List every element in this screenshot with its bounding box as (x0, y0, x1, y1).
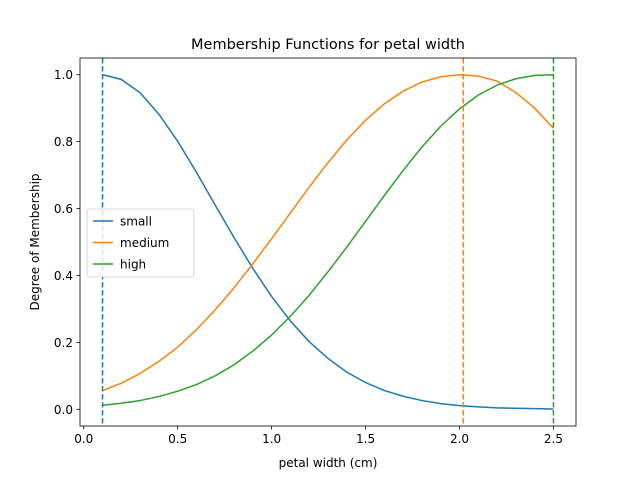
y-tick-label: 0.8 (54, 135, 73, 149)
series-line-small (102, 74, 554, 410)
y-tick-label: 0.6 (54, 202, 73, 216)
series-line-high (102, 73, 554, 407)
x-tick-label: 0.5 (168, 432, 187, 446)
legend-box (86, 208, 195, 278)
x-tick-label: 0.0 (74, 432, 93, 446)
x-tick-label: 1.0 (262, 432, 281, 446)
y-tick-label: 1.0 (54, 68, 73, 82)
legend-label-high: high (120, 257, 146, 271)
x-axis-label: petal width (cm) (279, 456, 378, 470)
chart-title: Membership Functions for petal width (191, 37, 465, 53)
plot-area: 0.0 0.5 1.0 1.5 2.0 2.5 0.0 0.2 0.4 0.6 0.8 1.0 smal… (54, 57, 577, 446)
legend-label-medium: medium (120, 236, 169, 250)
y-tick-label: 0.2 (54, 336, 73, 350)
y-tick-label: 0.0 (54, 403, 73, 417)
legend: small medium high (86, 208, 195, 278)
y-axis-label: Degree of Membership (28, 173, 42, 310)
series-line-medium (102, 73, 554, 392)
x-tick-label: 2.5 (544, 432, 563, 446)
x-tick-label: 1.5 (356, 432, 375, 446)
x-tick-label: 2.0 (450, 432, 469, 446)
legend-label-small: small (120, 214, 152, 228)
axes-frame (79, 57, 577, 427)
y-tick-label: 0.4 (54, 269, 73, 283)
